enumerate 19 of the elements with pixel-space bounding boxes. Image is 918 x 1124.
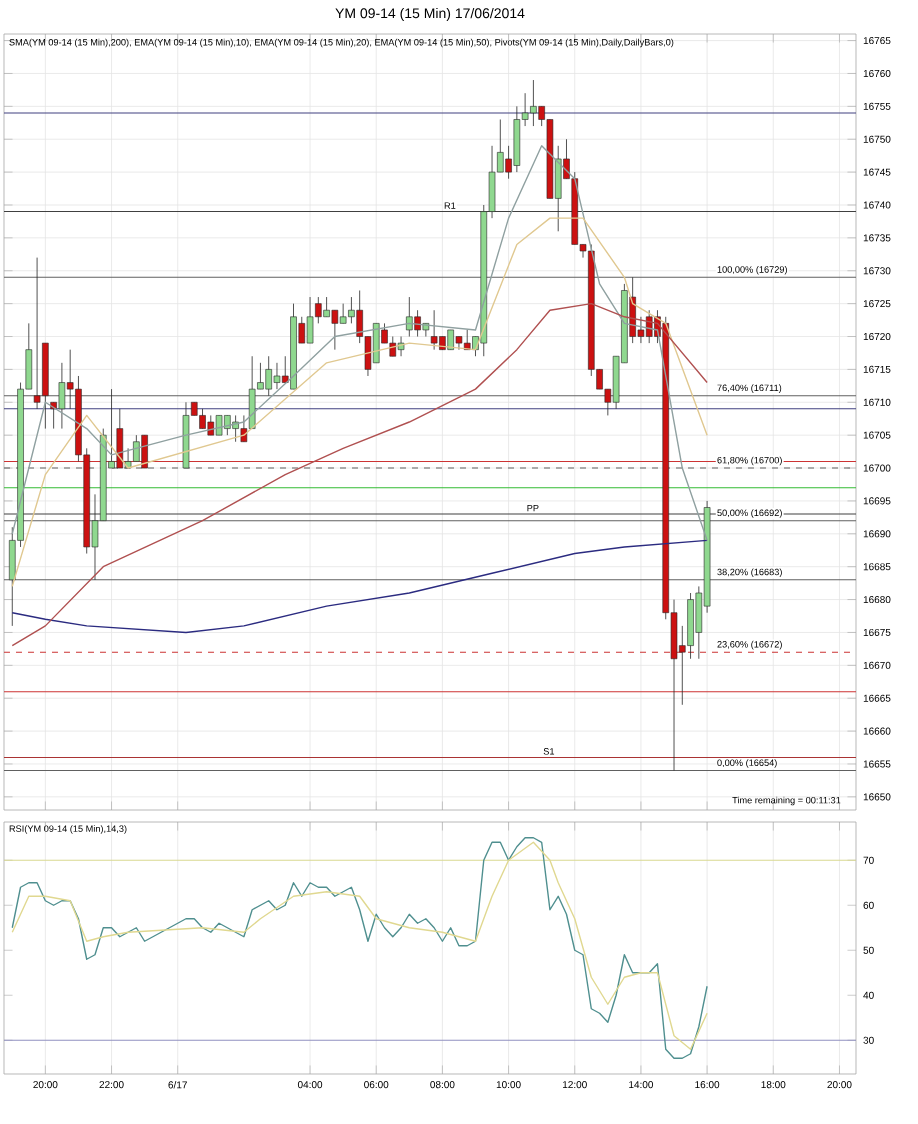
candlestick [406,296,413,337]
candlestick [273,362,281,390]
candlestick [430,309,438,351]
candlestick [687,592,694,660]
candlestick [58,362,66,429]
candlestick [33,257,41,410]
line-series [11,539,708,634]
line-series [11,302,708,647]
candlestick [414,309,421,337]
line-series [11,145,708,542]
candlestick [141,434,148,469]
candlestick [116,408,124,469]
candlestick [199,408,206,429]
candlestick [339,303,347,324]
candlestick [331,309,339,351]
line-series [11,217,708,588]
candlestick [306,296,314,344]
candlestick [513,105,521,173]
candlestick [215,415,223,436]
